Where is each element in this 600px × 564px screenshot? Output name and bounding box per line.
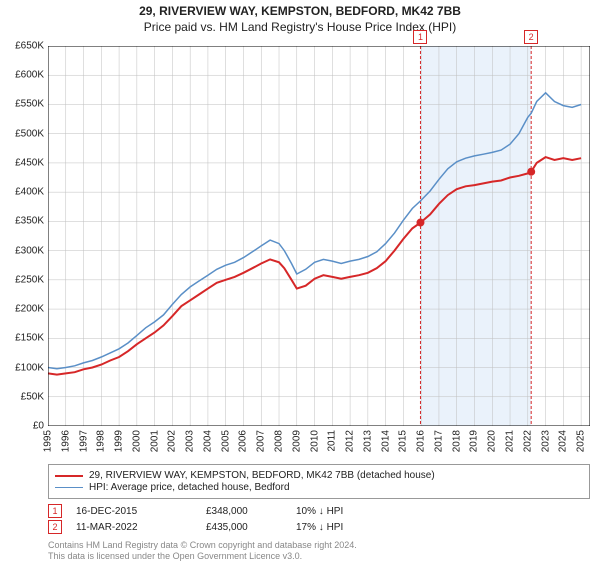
xtick-label: 2023 [540, 430, 551, 452]
ytick-label: £200K [4, 304, 44, 315]
ytick-label: £300K [4, 245, 44, 256]
legend-swatch [55, 487, 83, 488]
transaction-marker-badge: 1 [48, 504, 62, 518]
chart-container: 29, RIVERVIEW WAY, KEMPSTON, BEDFORD, MK… [0, 4, 600, 564]
xtick-label: 2013 [362, 430, 373, 452]
xtick-label: 2024 [558, 430, 569, 452]
chart-subtitle: Price paid vs. HM Land Registry's House … [0, 20, 600, 34]
legend-item: HPI: Average price, detached house, Bedf… [55, 482, 583, 493]
xtick-label: 2015 [398, 430, 409, 452]
xtick-label: 2002 [167, 430, 178, 452]
footer-line1: Contains HM Land Registry data © Crown c… [48, 540, 357, 551]
ytick-label: £650K [4, 41, 44, 52]
xtick-label: 2012 [345, 430, 356, 452]
xtick-label: 2022 [522, 430, 533, 452]
transaction-date: 11-MAR-2022 [76, 522, 206, 533]
ytick-label: £400K [4, 187, 44, 198]
chart-area [48, 46, 590, 426]
xtick-label: 2001 [149, 430, 160, 452]
transaction-pct: 10% ↓ HPI [296, 506, 386, 517]
legend-label: 29, RIVERVIEW WAY, KEMPSTON, BEDFORD, MK… [89, 470, 435, 481]
marker-badge-1: 1 [413, 30, 427, 44]
transaction-date: 16-DEC-2015 [76, 506, 206, 517]
xtick-label: 2019 [469, 430, 480, 452]
xtick-label: 2010 [309, 430, 320, 452]
transaction-table: 1 16-DEC-2015£348,00010% ↓ HPI 2 11-MAR-202… [48, 502, 590, 536]
xtick-label: 2017 [433, 430, 444, 452]
transaction-price: £348,000 [206, 506, 296, 517]
xtick-label: 2007 [256, 430, 267, 452]
ytick-label: £550K [4, 99, 44, 110]
ytick-label: £50K [4, 391, 44, 402]
xtick-label: 2025 [576, 430, 587, 452]
legend-swatch [55, 475, 83, 477]
xtick-label: 2005 [220, 430, 231, 452]
xtick-label: 2000 [131, 430, 142, 452]
xtick-label: 2018 [451, 430, 462, 452]
ytick-label: £450K [4, 157, 44, 168]
ytick-label: £250K [4, 274, 44, 285]
xtick-label: 1996 [60, 430, 71, 452]
ytick-label: £350K [4, 216, 44, 227]
xtick-label: 2016 [416, 430, 427, 452]
ytick-label: £150K [4, 333, 44, 344]
xtick-label: 1995 [43, 430, 54, 452]
transaction-price: £435,000 [206, 522, 296, 533]
ytick-label: £0 [4, 421, 44, 432]
xtick-label: 2006 [238, 430, 249, 452]
xtick-label: 2009 [291, 430, 302, 452]
transaction-row: 1 16-DEC-2015£348,00010% ↓ HPI [48, 504, 590, 518]
ytick-label: £600K [4, 70, 44, 81]
xtick-label: 2021 [505, 430, 516, 452]
xtick-label: 2008 [274, 430, 285, 452]
xtick-label: 2003 [185, 430, 196, 452]
chart-svg [48, 46, 590, 426]
xtick-label: 1999 [114, 430, 125, 452]
transaction-marker-badge: 2 [48, 520, 62, 534]
legend-item: 29, RIVERVIEW WAY, KEMPSTON, BEDFORD, MK… [55, 470, 583, 481]
xtick-label: 2020 [487, 430, 498, 452]
xtick-label: 2011 [327, 430, 338, 452]
legend: 29, RIVERVIEW WAY, KEMPSTON, BEDFORD, MK… [48, 464, 590, 499]
xtick-label: 2004 [202, 430, 213, 452]
marker-badge-2: 2 [524, 30, 538, 44]
xtick-label: 1998 [96, 430, 107, 452]
transaction-pct: 17% ↓ HPI [296, 522, 386, 533]
legend-label: HPI: Average price, detached house, Bedf… [89, 482, 290, 493]
footer-attribution: Contains HM Land Registry data © Crown c… [48, 540, 357, 562]
xtick-label: 2014 [380, 430, 391, 452]
transaction-row: 2 11-MAR-2022£435,00017% ↓ HPI [48, 520, 590, 534]
xtick-label: 1997 [78, 430, 89, 452]
ytick-label: £500K [4, 128, 44, 139]
ytick-label: £100K [4, 362, 44, 373]
chart-title: 29, RIVERVIEW WAY, KEMPSTON, BEDFORD, MK… [0, 4, 600, 18]
